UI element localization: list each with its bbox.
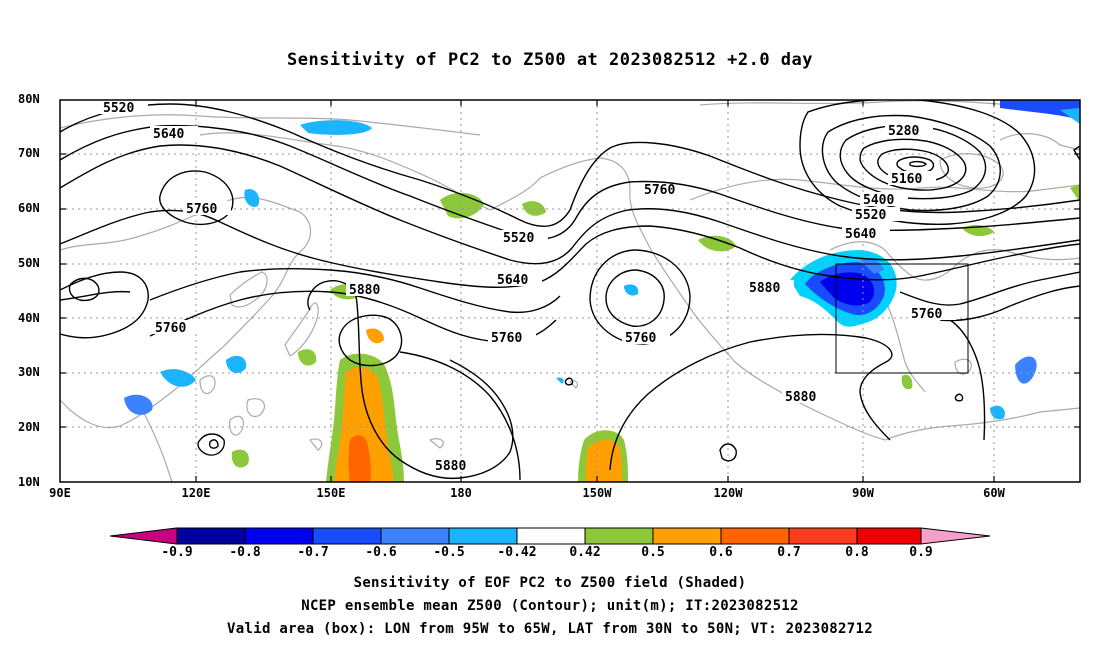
lat-label: 80N	[18, 92, 40, 106]
caption-contour: NCEP ensemble mean Z500 (Contour); unit(…	[301, 598, 799, 614]
colorbar-label: 0.6	[709, 545, 733, 560]
contour-label: 5640	[845, 227, 876, 242]
colorbar-label: 0.8	[845, 545, 869, 560]
lat-label: 60N	[18, 201, 40, 215]
lon-label: 150E	[316, 486, 346, 500]
caption-valid-area: Valid area (box): LON from 95W to 65W, L…	[227, 621, 873, 637]
sensitivity-shading	[124, 100, 1080, 482]
colorbar-label: -0.9	[161, 545, 193, 560]
contour-label: 5760	[625, 331, 656, 346]
contour-label: 5880	[349, 283, 380, 298]
lat-label: 70N	[18, 146, 40, 160]
lat-label: 30N	[18, 365, 40, 379]
lon-label: 120E	[181, 486, 211, 500]
contour-labels: 5520 5640 5760 5520 5640 5760 5880 5880 …	[100, 100, 956, 474]
colorbar	[109, 527, 991, 545]
plot-frame	[59, 99, 1081, 483]
caption-shaded: Sensitivity of EOF PC2 to Z500 field (Sh…	[353, 575, 747, 591]
map-title: Sensitivity of PC2 to Z500 at 2023082512…	[286, 50, 813, 70]
contour-label: 5880	[749, 281, 780, 296]
lon-label: 90E	[49, 486, 71, 500]
colorbar-label: -0.42	[497, 545, 537, 560]
lat-label: 40N	[18, 311, 40, 325]
colorbar-label: 0.42	[569, 545, 601, 560]
colorbar-label: -0.7	[297, 545, 329, 560]
contour-label: 5640	[497, 273, 528, 288]
colorbar-label: -0.8	[229, 545, 261, 560]
lon-label: 120W	[713, 486, 743, 500]
contour-label: 5760	[491, 331, 522, 346]
z500-contours	[60, 100, 1080, 481]
colorbar-label: 0.9	[909, 545, 933, 560]
colorbar-label: -0.6	[365, 545, 397, 560]
lon-label: 60W	[983, 486, 1005, 500]
lon-label: 180	[450, 486, 472, 500]
contour-label: 5640	[153, 127, 184, 142]
ticks	[60, 100, 1080, 482]
contour-label: 5760	[155, 321, 186, 336]
lat-label: 50N	[18, 256, 40, 270]
contour-label: 5760	[644, 183, 675, 198]
lon-label: 150W	[582, 486, 612, 500]
contour-label: 5160	[891, 172, 922, 187]
colorbar-label: 0.5	[641, 545, 665, 560]
colorbar-label: 0.7	[777, 545, 801, 560]
contour-label: 5520	[103, 101, 134, 116]
lon-label: 90W	[852, 486, 874, 500]
contour-label: 5880	[435, 459, 466, 474]
contour-label: 5760	[911, 307, 942, 322]
colorbar-label: -0.5	[433, 545, 465, 560]
valid-area-box	[835, 263, 969, 374]
coastlines	[60, 100, 1080, 482]
contour-label: 5400	[863, 193, 894, 208]
contour-label: 5520	[503, 231, 534, 246]
lat-label: 20N	[18, 420, 40, 434]
lat-lon-grid	[60, 100, 1080, 482]
contour-label: 5760	[186, 202, 217, 217]
contour-label: 5880	[785, 390, 816, 405]
contour-label: 5280	[888, 124, 919, 139]
contour-label: 5520	[855, 208, 886, 223]
lat-label: 10N	[18, 475, 40, 489]
